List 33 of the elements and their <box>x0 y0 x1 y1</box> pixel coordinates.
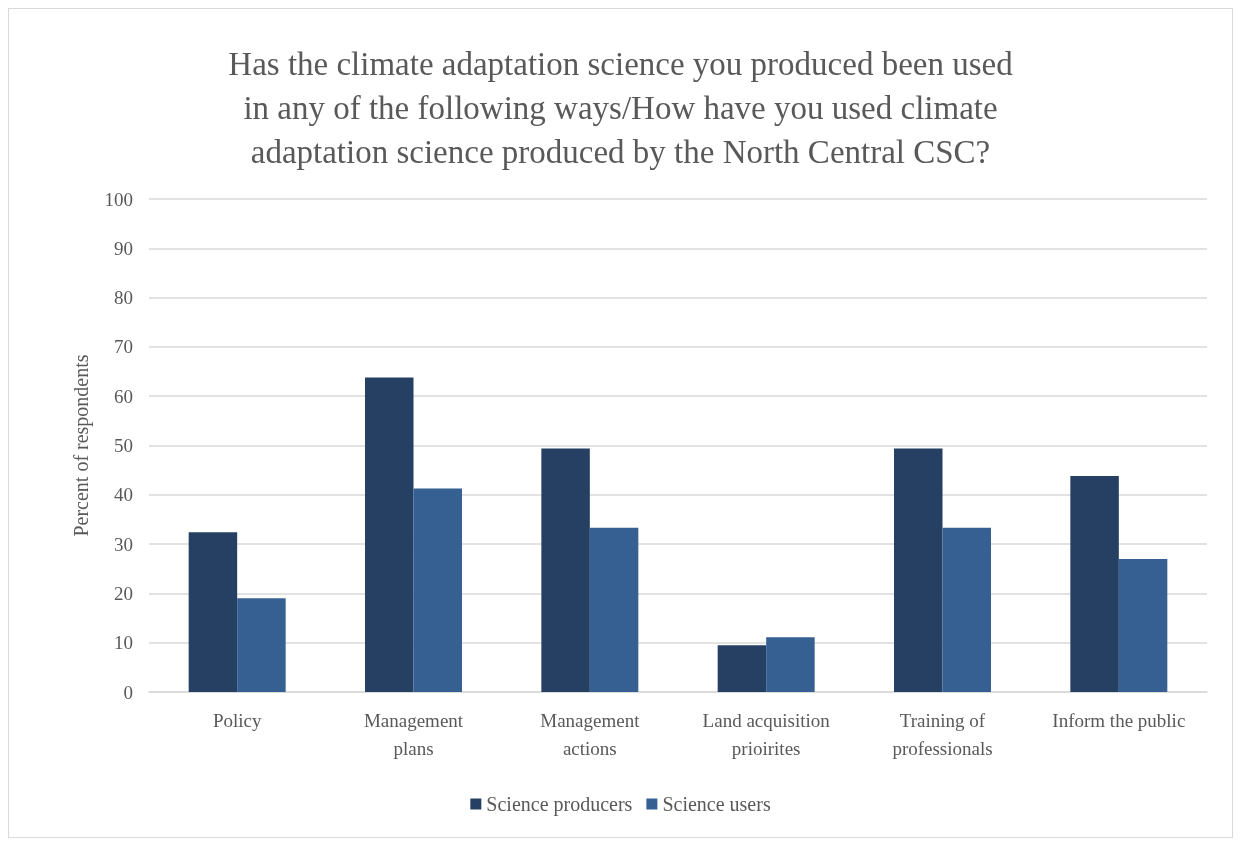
bar <box>894 448 943 692</box>
y-tick-label: 80 <box>114 287 133 309</box>
y-axis-title: Percent of respondents <box>70 354 93 537</box>
y-tick-label: 0 <box>123 681 133 703</box>
bar <box>365 377 414 692</box>
bar <box>766 637 815 692</box>
x-tick-label: Management actions <box>540 709 641 759</box>
y-tick-label: 40 <box>114 484 133 506</box>
y-tick-label: 10 <box>114 632 133 654</box>
bar <box>237 598 286 692</box>
x-tick-label: Training of professionals <box>892 709 993 759</box>
y-tick-label: 30 <box>114 533 133 555</box>
bar <box>541 448 590 692</box>
x-tick-label: Land acquisition prioirites <box>702 709 831 759</box>
legend-label: Science users <box>662 793 771 815</box>
legend-label: Science producers <box>486 793 633 816</box>
y-tick-label: 20 <box>114 582 133 604</box>
bar <box>717 645 767 692</box>
chart-title: Has the climate adaptation science you produced been used in any of the following ways/How have you used climate adaptation science produced by the North Central CSC? <box>228 46 1014 170</box>
x-tick-label: Inform the public <box>1052 709 1186 731</box>
bar <box>589 527 639 692</box>
bar <box>942 527 991 692</box>
y-tick-label: 60 <box>114 385 133 407</box>
x-tick-label: Management plans <box>363 709 464 759</box>
bar <box>1070 476 1119 692</box>
y-tick-label: 90 <box>114 237 133 259</box>
y-tick-label: 70 <box>114 336 133 358</box>
y-tick-label: 50 <box>114 435 133 456</box>
bar <box>1118 558 1168 692</box>
bar <box>188 532 238 692</box>
x-tick-label: Policy <box>212 709 262 731</box>
bar <box>413 488 462 692</box>
y-tick-label: 100 <box>104 188 133 210</box>
